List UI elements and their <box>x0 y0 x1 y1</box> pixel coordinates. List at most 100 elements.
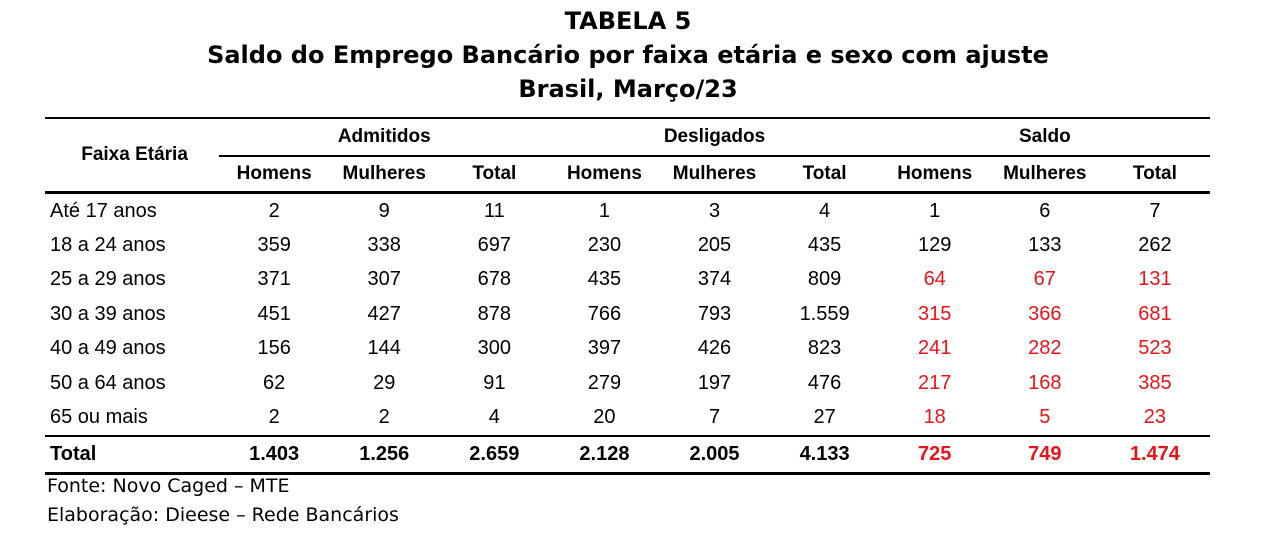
table-cell: 62 <box>263 371 286 394</box>
total-label: Total <box>45 435 220 475</box>
table-cell: 11 <box>483 199 505 222</box>
table-cell: 230 <box>587 234 622 257</box>
total-cell: 749 <box>989 435 1100 475</box>
table-body: Até 17 anos 2 9 11 1 3 4 1 6 7 18 a 24 anos 359 338 6… <box>45 193 1210 437</box>
table-cell: 4 <box>439 400 550 437</box>
table-cell: 374 <box>697 268 732 291</box>
table-cell: 279 <box>587 371 622 394</box>
table-cell: 67 <box>1033 268 1056 291</box>
table-cell: 697 <box>477 234 512 257</box>
table-cell: 3 <box>708 199 721 222</box>
table-cell: 6 <box>1039 199 1051 222</box>
table-row: 50 a 64 anos 62 29 91 279 197 476 217 168 385 <box>45 366 1210 400</box>
header-admitted-total: Total <box>439 156 550 194</box>
employment-balance-table: Faixa Etária Admitidos Desligados Saldo … <box>45 117 1210 475</box>
row-label: Até 17 anos <box>50 199 157 222</box>
table-cell: 5 <box>989 400 1100 437</box>
table-title-block: TABELA 5 Saldo do Emprego Bancário por f… <box>0 4 1256 106</box>
total-cell: 1.256 <box>329 435 440 475</box>
header-group-dismissed: Desligados <box>549 117 880 157</box>
table-row: 30 a 39 anos 451 427 878 766 793 1.559 315 366 68… <box>45 297 1210 331</box>
table-cell: 23 <box>1099 400 1210 437</box>
table-cell: 809 <box>807 268 842 291</box>
header-subcolumn-row: Homens Mulheres Total Homens Mulheres To… <box>45 156 1210 194</box>
table-row: 40 a 49 anos 156 144 300 397 426 823 241 282 523 <box>45 332 1210 366</box>
total-cell: 1.403 <box>219 435 330 475</box>
table-cell: 823 <box>807 337 842 360</box>
table-cell: 523 <box>1138 337 1172 360</box>
table-cell: 338 <box>367 234 401 257</box>
header-dismissed-men: Homens <box>549 156 660 194</box>
table-cell: 2 <box>329 400 440 437</box>
total-cell: 2.659 <box>439 435 550 475</box>
row-label: 18 a 24 anos <box>50 234 166 257</box>
table-cell: 678 <box>477 268 512 291</box>
table-row: Até 17 anos 2 9 11 1 3 4 1 6 7 <box>45 193 1210 229</box>
table-title: Saldo do Emprego Bancário por faixa etár… <box>207 41 1049 69</box>
table-cell: 371 <box>257 268 291 291</box>
table-cell: 20 <box>549 400 660 437</box>
table-cell: 7 <box>659 400 770 437</box>
table-cell: 4 <box>819 199 831 222</box>
table-row: 25 a 29 anos 371 307 678 435 374 809 64 67 131 <box>45 263 1210 297</box>
table-cell: 366 <box>1028 302 1062 325</box>
table-cell: 1 <box>598 199 610 222</box>
table-cell: 156 <box>257 337 291 360</box>
row-label: 40 a 49 anos <box>50 337 166 360</box>
header-admitted-women: Mulheres <box>329 156 440 194</box>
table-cell: 315 <box>918 302 952 325</box>
table-cell: 262 <box>1138 234 1172 257</box>
source-note: Fonte: Novo Caged – MTE <box>47 475 290 497</box>
table-cell: 359 <box>257 234 291 257</box>
header-dismissed-women: Mulheres <box>659 156 770 194</box>
table-cell: 878 <box>477 302 512 325</box>
header-balance-total: Total <box>1099 156 1210 194</box>
table-cell: 91 <box>483 371 506 394</box>
row-label: 25 a 29 anos <box>50 268 166 291</box>
table-cell: 144 <box>367 337 401 360</box>
table-cell: 131 <box>1138 268 1172 291</box>
table-cell: 129 <box>918 234 952 257</box>
table-cell: 307 <box>367 268 401 291</box>
header-group-balance: Saldo <box>879 117 1210 157</box>
table-row: 65 ou mais 2 2 4 20 7 27 18 5 23 <box>45 400 1210 437</box>
table-notes: Fonte: Novo Caged – MTE Elaboração: Diee… <box>47 472 399 530</box>
table-cell: 133 <box>1028 234 1062 257</box>
total-cell: 1.474 <box>1099 435 1210 475</box>
table-number: TABELA 5 <box>564 7 692 35</box>
table-cell: 29 <box>373 371 396 394</box>
elaboration-note: Elaboração: Dieese – Rede Bancários <box>47 504 399 526</box>
table-cell: 241 <box>918 337 952 360</box>
header-age-range: Faixa Etária <box>45 117 220 194</box>
table-cell: 7 <box>1149 199 1161 222</box>
table-cell: 385 <box>1138 371 1172 394</box>
table-row: 18 a 24 anos 359 338 697 230 205 435 129 133 262 <box>45 228 1210 262</box>
table-cell: 168 <box>1028 371 1062 394</box>
table-cell: 793 <box>697 302 732 325</box>
table-cell: 435 <box>587 268 622 291</box>
table-cell: 397 <box>587 337 622 360</box>
table-cell: 197 <box>697 371 732 394</box>
table-cell: 1.559 <box>799 302 850 325</box>
table-cell: 2 <box>268 199 280 222</box>
total-cell: 4.133 <box>769 435 880 475</box>
row-label: 65 ou mais <box>45 400 220 437</box>
header-dismissed-total: Total <box>769 156 880 194</box>
table-cell: 282 <box>1028 337 1062 360</box>
table-cell: 766 <box>587 302 622 325</box>
table-cell: 681 <box>1138 302 1172 325</box>
table-cell: 27 <box>769 400 880 437</box>
total-cell: 2.005 <box>659 435 770 475</box>
table-cell: 64 <box>923 268 946 291</box>
header-group-admitted: Admitidos <box>219 117 550 157</box>
row-label: 30 a 39 anos <box>50 302 166 325</box>
header-balance-women: Mulheres <box>989 156 1100 194</box>
table-cell: 427 <box>367 302 401 325</box>
table-cell: 435 <box>807 234 842 257</box>
header-balance-men: Homens <box>879 156 990 194</box>
table-cell: 205 <box>697 234 732 257</box>
header-admitted-men: Homens <box>219 156 330 194</box>
table-cell: 451 <box>257 302 291 325</box>
row-label: 50 a 64 anos <box>50 371 166 394</box>
header-group-row: Faixa Etária Admitidos Desligados Saldo <box>45 117 1210 194</box>
